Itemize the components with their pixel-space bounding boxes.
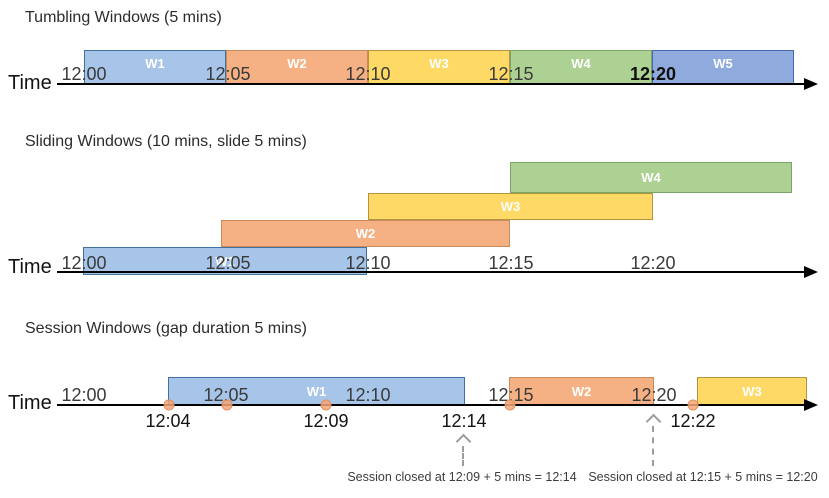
sliding-section-title: Sliding Windows (10 mins, slide 5 mins): [25, 133, 307, 150]
window-label: W2: [287, 56, 307, 71]
event-dot: [320, 399, 332, 411]
tumbling-axis-arrowhead-icon: [804, 78, 818, 90]
sliding-tick: 12:15: [488, 253, 534, 273]
window-label: W5: [713, 56, 733, 71]
tumbling-tick: 12:00: [61, 64, 107, 84]
window-label: W1: [215, 253, 235, 269]
tumbling-window-w5: W5: [652, 50, 794, 84]
session-time-axis-label: Time: [8, 392, 52, 414]
window-label: W1: [306, 383, 327, 399]
window-label: W3: [500, 199, 521, 214]
event-time-label: 12:09: [303, 411, 349, 431]
tumbling-window-w1: W1: [84, 50, 226, 84]
sliding-axis-arrowhead-icon: [804, 266, 818, 278]
session-tick: 12:10: [345, 385, 391, 405]
session-tick: 12:00: [61, 385, 107, 405]
sliding-window-w1: W1: [83, 247, 367, 275]
tumbling-tick: 12:10: [345, 64, 391, 84]
sliding-tick: 12:10: [345, 253, 391, 273]
sliding-tick: 12:00: [61, 253, 107, 273]
session-window-w1: W1: [168, 377, 465, 405]
event-time-label: 12:14: [441, 411, 487, 431]
session-window-w3: W3: [697, 377, 807, 405]
window-label: W4: [641, 170, 661, 185]
window-label: W3: [742, 383, 762, 399]
session-tick: 12:15: [488, 385, 534, 405]
sliding-window-w2: W2: [221, 220, 510, 247]
tumbling-timeline-axis: [57, 83, 805, 85]
sliding-tick: 12:20: [630, 253, 676, 273]
sliding-timeline-axis: [57, 271, 805, 273]
sliding-window-w4: W4: [510, 162, 792, 193]
dashed-arrow-line: [462, 446, 464, 466]
sliding-window-w3: W3: [368, 193, 653, 220]
sliding-tick: 12:05: [205, 253, 251, 273]
event-time-label: 12:04: [145, 411, 191, 431]
window-label: W2: [355, 226, 376, 241]
session-closed-note: Session closed at 12:15 + 5 mins = 12:20: [588, 470, 818, 484]
sliding-time-axis-label: Time: [8, 256, 52, 278]
window-label: W3: [429, 56, 449, 71]
session-axis-arrowhead-icon: [804, 399, 818, 411]
tumbling-tick: 12:15: [488, 64, 534, 84]
session-closed-note: Session closed at 12:09 + 5 mins = 12:14: [347, 470, 577, 484]
session-tick: 12:05: [203, 385, 249, 405]
session-section-title: Session Windows (gap duration 5 mins): [25, 320, 307, 337]
event-dot: [687, 399, 699, 411]
tumbling-window-w3: W3: [368, 50, 510, 84]
event-dot: [504, 399, 516, 411]
window-label: W4: [571, 56, 591, 71]
window-label: W1: [145, 56, 165, 71]
event-dot: [163, 399, 175, 411]
event-time-label: 12:22: [670, 411, 716, 431]
tumbling-tick: 12:05: [205, 64, 251, 84]
session-tick: 12:20: [631, 385, 677, 405]
session-timeline-axis: [57, 404, 805, 406]
dashed-arrow-line: [652, 426, 654, 466]
tumbling-section-title: Tumbling Windows (5 mins): [25, 9, 222, 26]
tumbling-time-axis-label: Time: [8, 72, 52, 94]
tumbling-tick: 12:20: [629, 64, 677, 84]
event-dot: [221, 399, 233, 411]
window-label: W2: [571, 383, 592, 399]
